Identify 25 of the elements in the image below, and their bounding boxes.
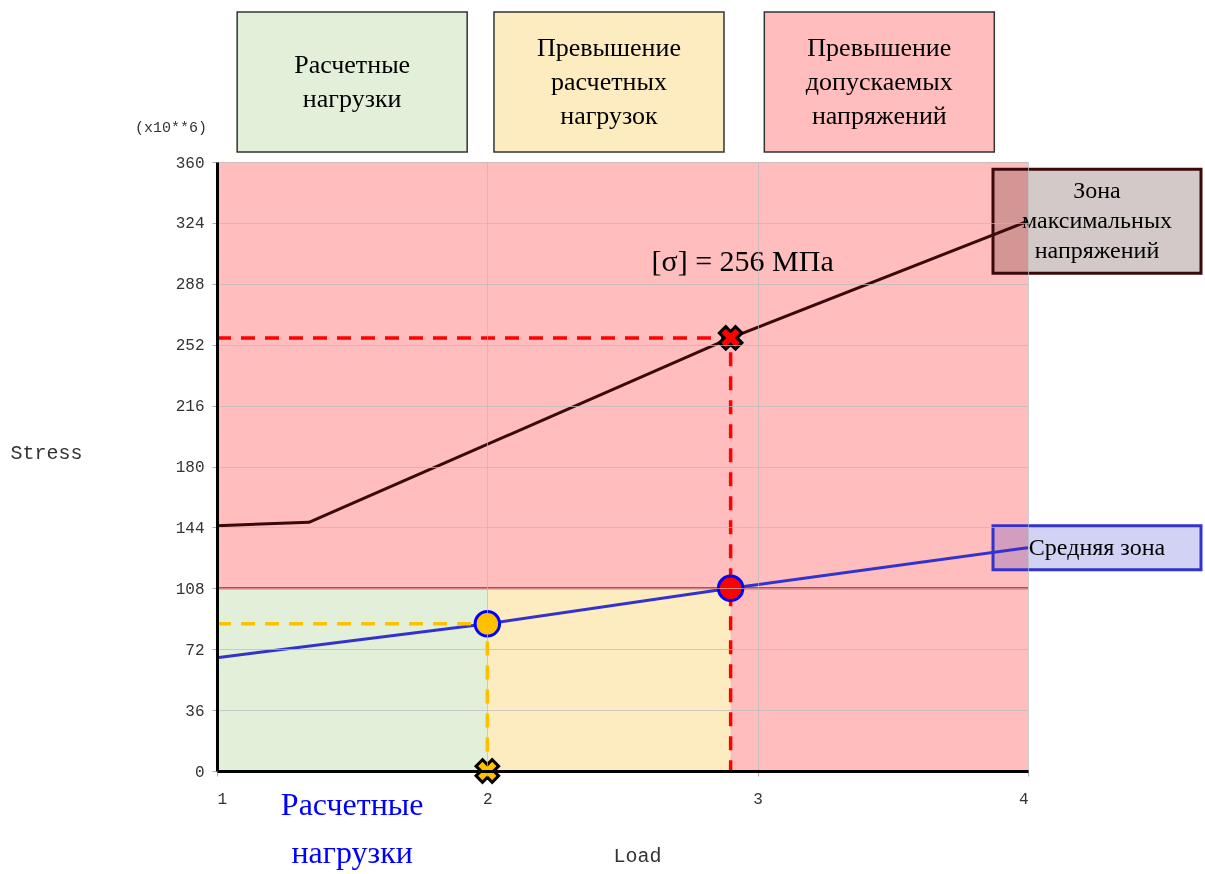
y-tick-label: 36 (185, 702, 205, 721)
y-tick-label: 252 (175, 337, 205, 356)
x-tick-label: 4 (1018, 790, 1029, 809)
band-label: Расчетные нагрузки (294, 50, 411, 113)
y-tick-label: 324 (175, 215, 205, 234)
text: (x10**6) (134, 120, 207, 137)
y-tick-label: 144 (175, 519, 205, 538)
band-label: Превышение расчетных нагрузок (536, 33, 681, 130)
series-label: Средняя зона (1028, 533, 1166, 560)
y-tick-label: 180 (175, 459, 205, 477)
y-tick-label: 72 (185, 641, 205, 660)
y-tick-label: 360 (175, 154, 205, 173)
y-tick-label: 108 (175, 580, 205, 599)
x-tick-label: 3 (753, 790, 763, 809)
annotation: [σ] = 256 МПа (651, 243, 834, 277)
x-tick-label: 1 (217, 790, 228, 809)
y-tick-label: 0 (194, 763, 205, 782)
annotation: Расчетные нагрузки (280, 786, 424, 870)
x-axis-title: Load (613, 844, 662, 868)
series-label: Зона максимальных напряжений (1021, 177, 1173, 264)
y-tick-label: 216 (175, 398, 205, 417)
y-axis-title: Stress (10, 441, 83, 465)
y-tick-label: 288 (175, 276, 205, 295)
band-label: Превышение допускаемых напряжений (805, 33, 953, 130)
x-tick-label: 2 (483, 790, 493, 809)
